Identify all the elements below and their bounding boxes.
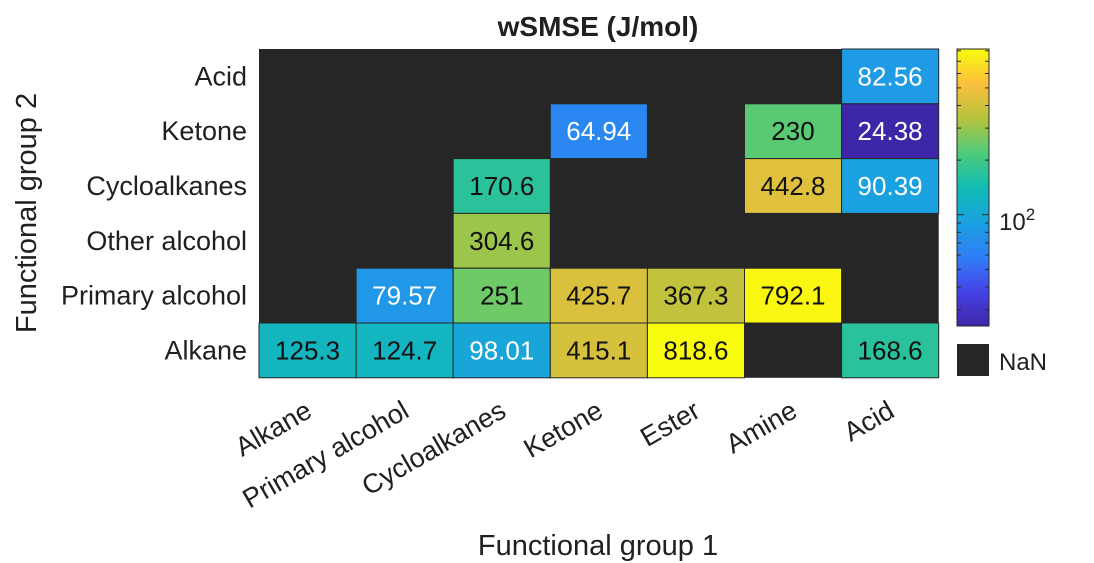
cell-value-label: 818.6 [663, 335, 728, 365]
heatmap-cell [549, 103, 648, 160]
y-tick-label: Other alcohol [86, 226, 247, 256]
cell-value-label: 90.39 [858, 171, 923, 201]
heatmap-cell [258, 322, 357, 379]
x-tick-label: Primary alcohol [238, 395, 414, 514]
colorbar-tick-label: 102 [999, 205, 1035, 236]
cell-value-label: 82.56 [858, 61, 923, 91]
heatmap-cell [646, 267, 746, 324]
cell-value-label: 79.57 [372, 281, 437, 311]
colorbar-minor-ticks [957, 50, 989, 311]
heatmap-cells: 82.56 64.94 230 24.38 170.6 442.8 90.39 304.6 79… [258, 48, 940, 379]
colorbar-gradient [956, 48, 990, 327]
cell-value-label: 367.3 [663, 281, 728, 311]
colorbar-tick-exponent: 2 [1026, 205, 1035, 224]
y-tick-label: Primary alcohol [61, 281, 247, 311]
heatmap-cell [744, 103, 843, 160]
y-tick-label: Cycloalkanes [86, 171, 247, 201]
heatmap-cell [744, 267, 843, 324]
nan-label: NaN [999, 349, 1047, 376]
cell-value-label: 64.94 [566, 116, 631, 146]
heatmap-cell [355, 267, 454, 324]
heatmap-cell [452, 267, 551, 324]
heatmap-cell [841, 48, 940, 105]
x-tick-label: Ester [635, 395, 705, 452]
cell-value-label: 168.6 [858, 335, 923, 365]
chart-title: wSMSE (J/mol) [497, 11, 699, 42]
y-tick-labels: Acid Ketone Cycloalkanes Other alcohol Prima… [61, 61, 247, 365]
cell-value-label: 98.01 [469, 335, 534, 365]
cell-value-label: 230 [771, 116, 814, 146]
heatmap-cell [841, 158, 940, 214]
x-tick-label: Ketone [519, 395, 608, 464]
cell-value-label: 24.38 [858, 116, 923, 146]
nan-swatch [957, 344, 989, 376]
cell-value-label: 304.6 [469, 226, 534, 256]
heatmap-cell [841, 322, 940, 379]
x-tick-label: Amine [721, 395, 802, 459]
heatmap-cell [452, 322, 551, 379]
cell-value-label: 442.8 [760, 171, 825, 201]
heatmap-cell [646, 322, 746, 379]
cell-value-label: 124.7 [372, 335, 437, 365]
cell-value-label: 170.6 [469, 171, 534, 201]
cell-value-label: 425.7 [566, 281, 631, 311]
y-tick-label: Ketone [161, 116, 247, 146]
y-tick-label: Alkane [164, 335, 247, 365]
heatmap-cell [549, 322, 648, 379]
cell-value-label: 125.3 [275, 335, 340, 365]
cell-value-label: 415.1 [566, 335, 631, 365]
cell-value-label: 251 [480, 281, 523, 311]
colorbar: 102 NaN [956, 48, 1047, 376]
cell-value-label: 792.1 [760, 281, 825, 311]
x-axis-label: Functional group 1 [478, 530, 718, 562]
colorbar-tick-base: 10 [999, 209, 1026, 236]
heatmap-cell [452, 212, 551, 269]
x-tick-label: Acid [839, 395, 899, 447]
heatmap-cell [744, 158, 843, 214]
y-axis-label: Functional group 2 [11, 93, 43, 333]
y-tick-label: Acid [194, 61, 247, 91]
heatmap-cell [355, 322, 454, 379]
